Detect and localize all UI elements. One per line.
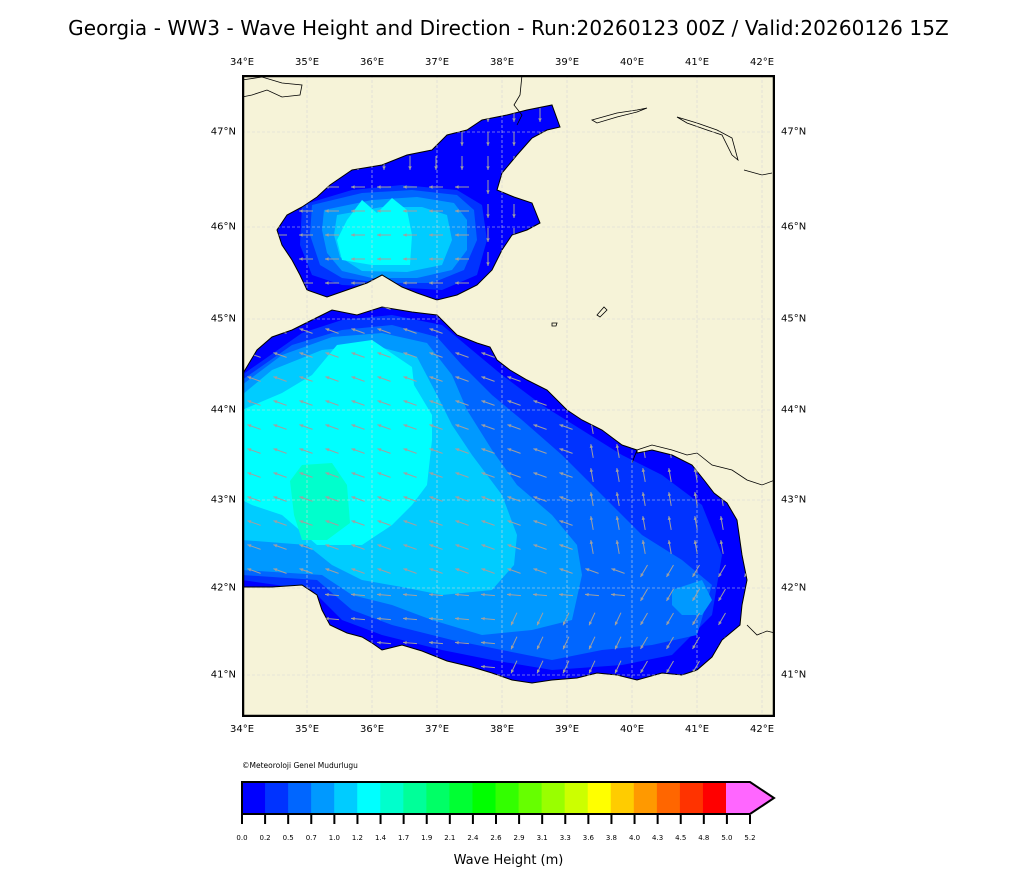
lon-tick-label: 40°E <box>619 724 645 735</box>
colorbar-tick-label: 3.3 <box>559 834 571 842</box>
lon-tick-label: 34°E <box>229 724 255 735</box>
lon-tick-label: 35°E <box>294 57 320 68</box>
colorbar-tick-label: 0.5 <box>282 834 294 842</box>
lat-tick-label: 47°N <box>210 126 236 138</box>
colorbar-tick-label: 2.1 <box>444 834 456 842</box>
lon-tick-label: 34°E <box>229 57 255 68</box>
colorbar-tick-label: 2.9 <box>513 834 525 842</box>
colorbar-tick-label: 4.0 <box>628 834 641 842</box>
colorbar-tick-label: 5.2 <box>744 834 756 842</box>
lon-tick-label: 36°E <box>359 724 385 735</box>
lon-tick-label: 38°E <box>489 57 515 68</box>
colorbar-tick-label: 5.0 <box>721 834 733 842</box>
lat-tick-label: 42°N <box>781 582 807 594</box>
colorbar-tick-label: 1.2 <box>351 834 364 842</box>
lon-tick-label: 35°E <box>294 724 320 735</box>
lat-tick-label: 45°N <box>781 313 807 325</box>
colorbar-tick-label: 3.8 <box>605 834 618 842</box>
colorbar-tick-label: 4.3 <box>652 834 664 842</box>
lon-tick-label: 41°E <box>684 57 710 68</box>
wave-height-contours <box>242 105 747 683</box>
lat-tick-label: 46°N <box>781 221 807 233</box>
lon-tick-label: 39°E <box>554 57 580 68</box>
chart-title: Georgia - WW3 - Wave Height and Directio… <box>68 16 949 40</box>
colorbar-tick-label: 2.4 <box>467 834 479 842</box>
colorbar-label: Wave Height (m) <box>453 853 564 868</box>
colorbar-tick-label: 4.8 <box>698 834 710 842</box>
lat-tick-label: 43°N <box>781 494 807 506</box>
colorbar-tick-label: 4.5 <box>675 834 687 842</box>
lon-tick-label: 41°E <box>684 724 710 735</box>
lat-tick-label: 47°N <box>781 126 807 138</box>
lat-tick-label: 44°N <box>210 404 236 416</box>
lon-tick-label: 39°E <box>554 724 580 735</box>
colorbar-tick-label: 1.4 <box>374 834 387 842</box>
lon-tick-label: 37°E <box>424 724 450 735</box>
graticule <box>242 75 775 717</box>
lat-tick-label: 45°N <box>210 313 236 325</box>
lat-tick-label: 44°N <box>781 404 807 416</box>
lat-tick-label: 42°N <box>210 582 236 594</box>
colorbar-tick-label: 1.7 <box>398 834 410 842</box>
lat-tick-label: 46°N <box>210 221 236 233</box>
colorbar-tick-label: 0.2 <box>259 834 271 842</box>
colorbar-tick-label: 0.0 <box>236 834 248 842</box>
lon-tick-label: 38°E <box>489 724 515 735</box>
lat-tick-label: 41°N <box>781 669 807 681</box>
colorbar-tick-label: 1.9 <box>421 834 433 842</box>
lat-tick-label: 43°N <box>210 494 236 506</box>
lon-tick-label: 42°E <box>749 57 775 68</box>
colorbar <box>241 781 776 824</box>
lon-tick-label: 36°E <box>359 57 385 68</box>
colorbar-tick-label: 3.6 <box>582 834 594 842</box>
colorbar-tick-label: 3.1 <box>536 834 548 842</box>
lon-tick-label: 37°E <box>424 57 450 68</box>
lon-tick-label: 42°E <box>749 724 775 735</box>
lon-tick-label: 40°E <box>619 57 645 68</box>
colorbar-ticks <box>241 815 751 824</box>
map-frame <box>242 75 775 717</box>
credit-text: ©Meteoroloji Genel Mudurlugu <box>242 761 358 770</box>
lat-tick-label: 41°N <box>210 669 236 681</box>
colorbar-tick-label: 0.7 <box>305 834 317 842</box>
colorbar-tick-label: 1.0 <box>328 834 340 842</box>
colorbar-swatches <box>241 781 776 815</box>
coastlines <box>242 75 775 684</box>
colorbar-tick-label: 2.6 <box>490 834 502 842</box>
wave-height-map <box>242 75 775 717</box>
